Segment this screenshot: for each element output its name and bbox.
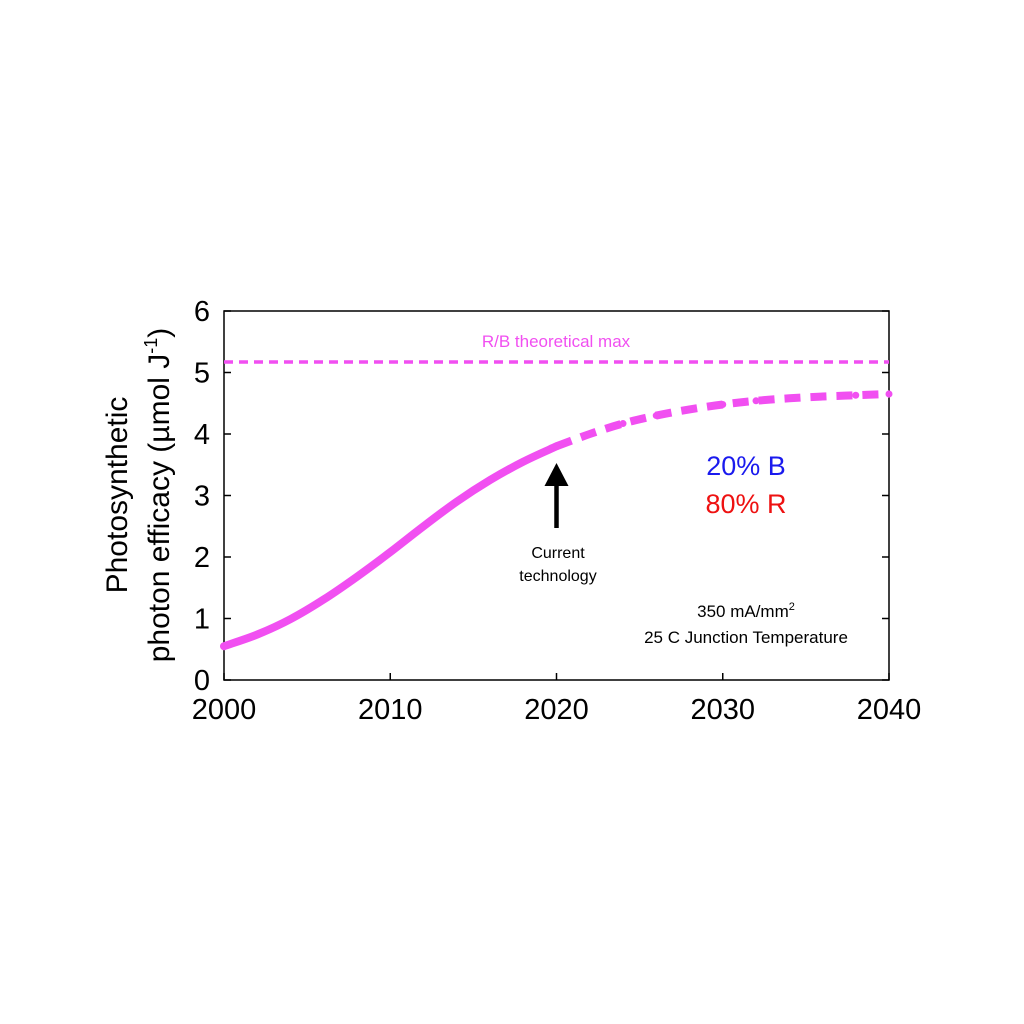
x-tick-label: 2030	[690, 694, 755, 726]
x-tick-label: 2040	[857, 694, 922, 726]
data-point	[785, 394, 793, 402]
data-point	[253, 630, 261, 638]
current-density-value: 350 mA/mm	[697, 602, 789, 621]
current-technology-label-line2: technology	[519, 568, 596, 585]
data-point	[553, 442, 560, 450]
y-tick-label: 2	[194, 542, 210, 574]
y-axis-title: Photosynthetic	[101, 397, 134, 594]
current-density-exponent: 2	[789, 601, 795, 613]
red-fraction-label: 80% R	[705, 489, 786, 519]
y-axis-title-2: photon efficacy (µmol J-1)	[141, 328, 176, 663]
y-axis: 0 1 2 3 4 5 6	[194, 296, 889, 697]
series-line-solid	[220, 442, 561, 651]
data-point	[586, 430, 594, 438]
y-axis-title-line2: photon efficacy (µmol J-1)	[141, 328, 176, 663]
x-tick-label: 2000	[192, 694, 257, 726]
data-points	[220, 390, 893, 650]
y-axis-title-line1: Photosynthetic	[101, 397, 134, 594]
y-tick-label: 0	[194, 665, 210, 697]
x-tick-label: 2020	[524, 694, 589, 726]
data-point	[885, 390, 893, 398]
data-point	[453, 498, 461, 506]
data-point	[852, 391, 860, 399]
data-point	[519, 458, 527, 466]
y-tick-label: 4	[194, 419, 210, 451]
current-density-label: 350 mA/mm2	[697, 601, 795, 621]
y-tick-label: 5	[194, 358, 210, 390]
data-point	[386, 548, 394, 556]
x-axis: 2000 2010 2020 2030 2040	[192, 673, 922, 726]
current-technology-arrow	[544, 463, 569, 528]
data-point	[652, 412, 660, 420]
y-axis-title-suffix: )	[143, 328, 176, 338]
data-point	[220, 642, 228, 650]
y-tick-label: 3	[194, 481, 210, 513]
y-tick-label: 1	[194, 604, 210, 636]
y-axis-title-prefix: photon efficacy (µmol J	[143, 354, 176, 663]
data-point	[320, 595, 328, 603]
y-tick-label: 6	[194, 296, 210, 328]
current-technology-label-line1: Current	[531, 545, 585, 562]
data-point	[353, 573, 361, 581]
data-point	[719, 400, 727, 408]
x-tick-label: 2010	[358, 694, 423, 726]
data-point	[752, 397, 760, 405]
data-point	[420, 522, 427, 530]
data-point	[486, 476, 494, 484]
data-point	[819, 392, 826, 400]
blue-fraction-label: 20% B	[706, 451, 786, 481]
data-point	[619, 420, 627, 428]
data-point	[686, 405, 693, 413]
junction-temperature-label: 25 C Junction Temperature	[644, 628, 848, 647]
data-point	[287, 615, 294, 623]
y-axis-title-exponent: -1	[141, 338, 161, 354]
theoretical-max-label: R/B theoretical max	[482, 332, 631, 351]
